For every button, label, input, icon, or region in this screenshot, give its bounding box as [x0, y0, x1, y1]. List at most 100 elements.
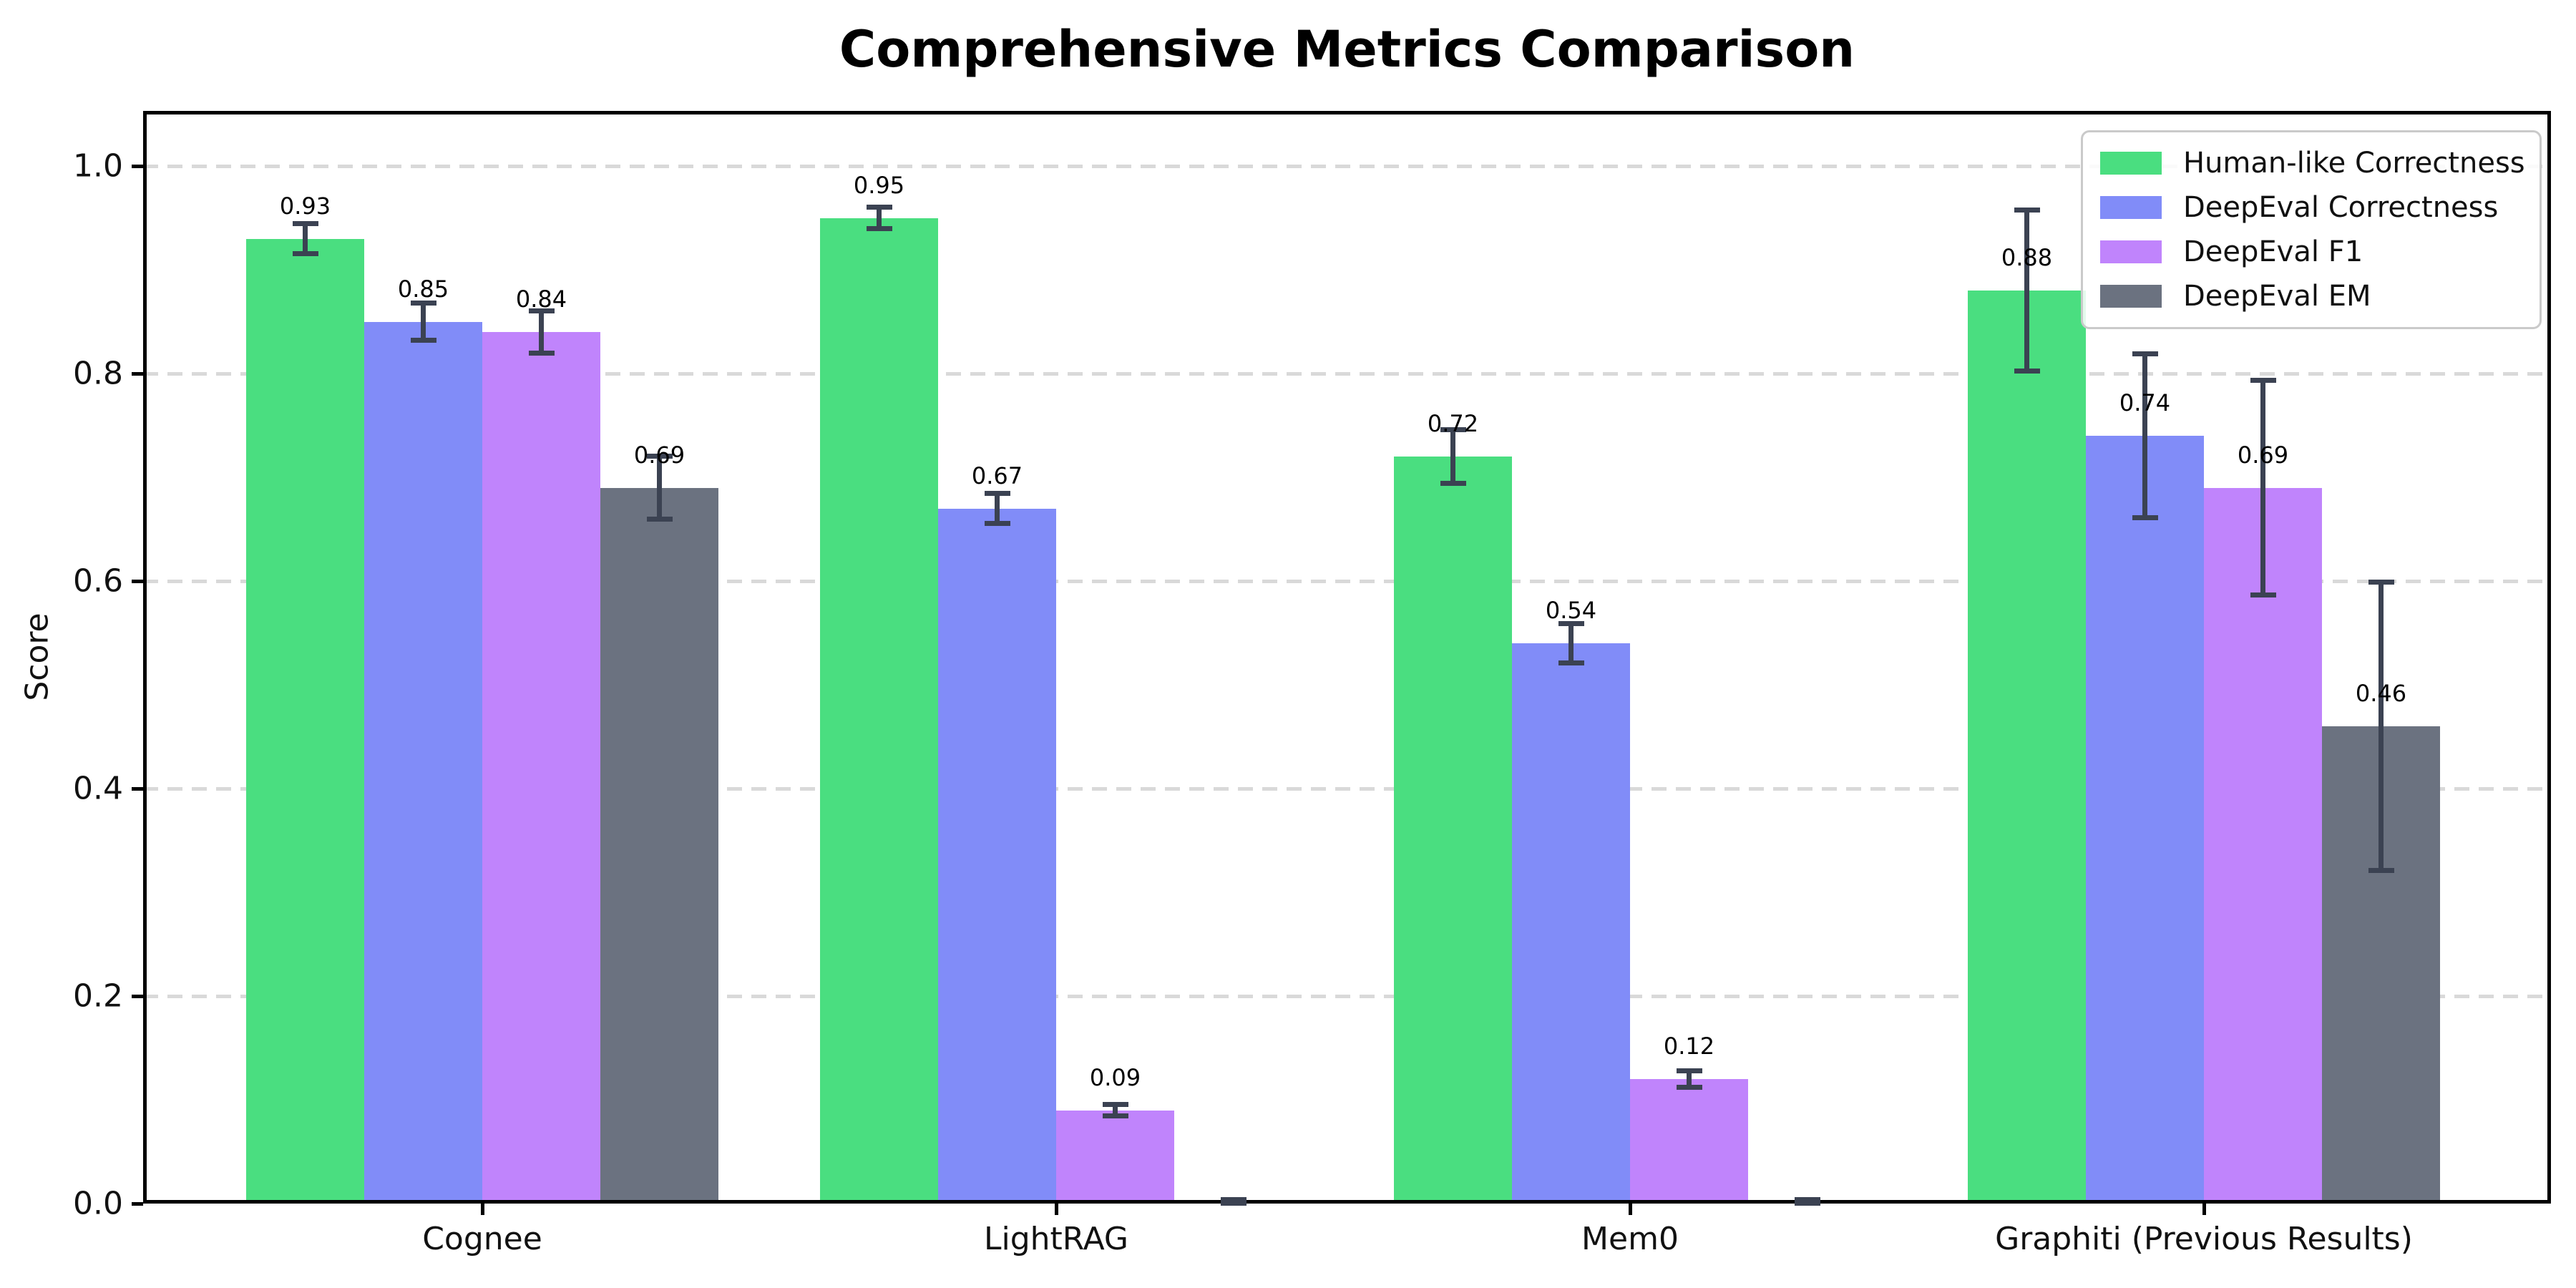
- legend-label: DeepEval F1: [2183, 235, 2363, 268]
- error-bar-cap: [984, 521, 1010, 527]
- error-bar-cap: [292, 220, 318, 226]
- bar: [1968, 291, 2086, 1204]
- bar: [1512, 643, 1630, 1204]
- error-bar-cap: [866, 204, 892, 210]
- legend-item: DeepEval EM: [2100, 274, 2525, 318]
- error-bar-cap: [528, 308, 555, 313]
- y-tick-mark: [132, 995, 143, 998]
- error-bar-cap: [2250, 592, 2276, 598]
- error-bar: [877, 206, 882, 230]
- error-bar-cap: [984, 490, 1010, 496]
- y-tick-mark: [132, 1202, 143, 1206]
- bar: [938, 508, 1056, 1204]
- error-bar-cap: [1440, 480, 1466, 486]
- bar: [1630, 1079, 1748, 1204]
- gridline: [143, 580, 2551, 583]
- y-tick-label: 1.0: [73, 147, 123, 185]
- x-tick-label: Cognee: [422, 1221, 542, 1257]
- error-bar: [1687, 1070, 1692, 1088]
- y-tick-mark: [132, 372, 143, 376]
- error-bar-cap: [528, 351, 555, 356]
- gridline: [143, 787, 2551, 791]
- error-bar-cap: [2132, 514, 2158, 520]
- error-bar-cap: [2014, 207, 2040, 213]
- bar-value-label: 0.72: [1427, 410, 1479, 437]
- y-tick-label: 0.8: [73, 355, 123, 392]
- legend-label: DeepEval EM: [2183, 280, 2371, 313]
- gridline: [143, 995, 2551, 998]
- error-bar: [303, 223, 308, 255]
- bar-value-label: 0.12: [1663, 1033, 1715, 1060]
- error-bar-cap: [1220, 1197, 1246, 1203]
- error-bar: [421, 303, 426, 341]
- error-bar: [995, 492, 1000, 525]
- legend-item: DeepEval Correctness: [2100, 185, 2525, 230]
- y-tick-label: 0.2: [73, 977, 123, 1015]
- bar-value-label: 0.74: [2119, 389, 2171, 416]
- bar-value-label: 0.95: [853, 171, 905, 199]
- error-bar-cap: [410, 337, 436, 343]
- error-bar-cap: [2250, 377, 2276, 383]
- bar-value-label: 0.46: [2355, 680, 2407, 707]
- bar-value-label: 0.69: [2237, 441, 2289, 469]
- bar-value-label: 0.09: [1089, 1063, 1141, 1091]
- error-bar-cap: [866, 226, 892, 232]
- bar: [364, 321, 482, 1204]
- x-tick-mark: [1629, 1204, 1632, 1215]
- legend-label: Human-like Correctness: [2183, 147, 2525, 180]
- error-bar: [2024, 209, 2029, 372]
- error-bar-cap: [1794, 1197, 1820, 1203]
- x-tick-mark: [1055, 1204, 1058, 1215]
- bar-value-label: 0.93: [279, 192, 331, 220]
- bar-value-label: 0.69: [633, 441, 686, 469]
- error-bar-cap: [2014, 369, 2040, 374]
- bar: [600, 487, 718, 1204]
- error-bar: [539, 310, 544, 354]
- error-bar-cap: [1102, 1113, 1128, 1119]
- legend-label: DeepEval Correctness: [2183, 191, 2499, 224]
- legend-swatch: [2100, 285, 2162, 308]
- x-tick-label: Graphiti (Previous Results): [1995, 1221, 2413, 1257]
- error-bar-cap: [2132, 351, 2158, 357]
- y-tick-mark: [132, 580, 143, 583]
- legend: Human-like Correctness DeepEval Correctne…: [2081, 130, 2542, 329]
- legend-item: Human-like Correctness: [2100, 141, 2525, 185]
- bar: [482, 332, 600, 1204]
- error-bar-cap: [2368, 580, 2394, 585]
- error-bar: [2379, 582, 2384, 871]
- error-bar-cap: [1794, 1201, 1820, 1206]
- y-tick-mark: [132, 165, 143, 168]
- error-bar-cap: [1220, 1201, 1246, 1206]
- bar: [1394, 457, 1512, 1204]
- error-bar-cap: [646, 517, 673, 522]
- error-bar: [2142, 353, 2147, 518]
- error-bar-cap: [1558, 660, 1584, 665]
- error-bar-cap: [410, 301, 436, 306]
- bar-value-label: 0.88: [2001, 244, 2053, 271]
- error-bar-cap: [292, 251, 318, 257]
- error-bar: [2260, 379, 2265, 596]
- error-bar: [657, 455, 662, 520]
- bar-value-label: 0.54: [1545, 597, 1597, 624]
- error-bar-cap: [2368, 867, 2394, 873]
- legend-swatch: [2100, 196, 2162, 219]
- gridline: [143, 372, 2551, 376]
- legend-swatch: [2100, 240, 2162, 263]
- gridline: [143, 165, 2551, 168]
- error-bar-cap: [1676, 1084, 1702, 1090]
- chart-title: Comprehensive Metrics Comparison: [839, 20, 1855, 79]
- bar: [820, 218, 938, 1204]
- bar: [2204, 487, 2322, 1204]
- error-bar: [1450, 429, 1455, 484]
- y-tick-label: 0.6: [73, 562, 123, 600]
- legend-item: DeepEval F1: [2100, 230, 2525, 274]
- error-bar-cap: [1440, 427, 1466, 433]
- bar-value-label: 0.85: [397, 275, 449, 303]
- error-bar-cap: [1102, 1101, 1128, 1107]
- y-tick-label: 0.4: [73, 770, 123, 807]
- x-tick-mark: [481, 1204, 484, 1215]
- y-axis-label: Score: [19, 613, 56, 701]
- bar: [246, 238, 364, 1204]
- error-bar: [1568, 623, 1574, 663]
